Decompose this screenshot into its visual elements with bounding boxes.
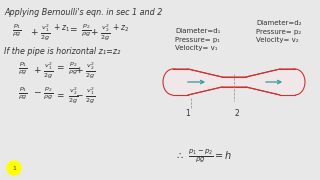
Text: $=\ \frac{v_2^2}{2g}$: $=\ \frac{v_2^2}{2g}$ — [55, 85, 79, 105]
Text: 1: 1 — [12, 165, 16, 170]
Text: $\frac{p_1}{\rho g}$: $\frac{p_1}{\rho g}$ — [18, 60, 28, 76]
Text: 1: 1 — [186, 109, 190, 118]
Text: $=\ \frac{p_2}{\rho g}$: $=\ \frac{p_2}{\rho g}$ — [55, 60, 79, 76]
Ellipse shape — [285, 69, 305, 95]
Text: $-\ \frac{v_1^2}{2g}$: $-\ \frac{v_1^2}{2g}$ — [75, 85, 95, 105]
Text: $=\ \frac{p_2}{\rho g}$: $=\ \frac{p_2}{\rho g}$ — [68, 22, 92, 38]
Text: Velocity= v₂: Velocity= v₂ — [256, 37, 299, 43]
Text: Pressure= p₂: Pressure= p₂ — [256, 28, 301, 35]
Text: $\frac{p_1}{\rho g}$: $\frac{p_1}{\rho g}$ — [12, 22, 22, 38]
Text: $+\ z_1$: $+\ z_1$ — [53, 22, 71, 33]
Text: Applying Bernoulli's eqn. in sec 1 and 2: Applying Bernoulli's eqn. in sec 1 and 2 — [4, 8, 162, 17]
Text: Pressure= p₁: Pressure= p₁ — [175, 37, 220, 42]
Text: 2: 2 — [235, 109, 239, 118]
Text: $-\ \frac{p_2}{\rho g}$: $-\ \frac{p_2}{\rho g}$ — [33, 85, 53, 101]
Polygon shape — [173, 69, 188, 95]
Text: Diameter=d₁: Diameter=d₁ — [175, 28, 220, 34]
Text: $+\ \frac{v_2^2}{2g}$: $+\ \frac{v_2^2}{2g}$ — [75, 60, 95, 80]
Text: $+\ \frac{v_1^2}{2g}$: $+\ \frac{v_1^2}{2g}$ — [33, 60, 53, 80]
Text: $\frac{p_1}{\rho g}$: $\frac{p_1}{\rho g}$ — [18, 85, 28, 101]
Text: $+\ \frac{v_2^2}{2g}$: $+\ \frac{v_2^2}{2g}$ — [90, 22, 110, 42]
Polygon shape — [173, 69, 295, 95]
Circle shape — [7, 161, 21, 175]
Text: Velocity= v₁: Velocity= v₁ — [175, 45, 218, 51]
Polygon shape — [280, 69, 295, 95]
Text: If the pipe is horizontal z₁=z₂: If the pipe is horizontal z₁=z₂ — [4, 47, 120, 56]
Text: $+\ \frac{v_1^2}{2g}$: $+\ \frac{v_1^2}{2g}$ — [30, 22, 51, 42]
Text: $+\ z_2$: $+\ z_2$ — [112, 22, 130, 33]
Text: $\therefore\ \frac{p_1 - p_2}{\rho g} = h$: $\therefore\ \frac{p_1 - p_2}{\rho g} = … — [175, 148, 232, 165]
Text: Diameter=d₂: Diameter=d₂ — [256, 20, 301, 26]
Ellipse shape — [163, 69, 183, 95]
